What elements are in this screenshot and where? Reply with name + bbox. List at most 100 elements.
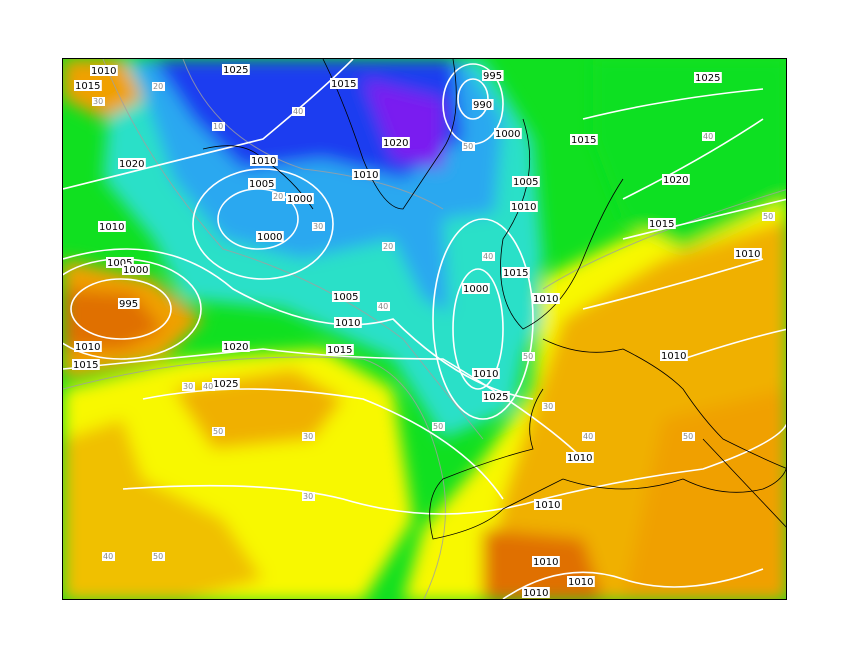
isobar-label-bg [352,169,380,180]
thickness-label: 40 [483,252,493,261]
isobar-label: 1000 [463,284,488,295]
isobar-label: 1000 [257,232,282,243]
thickness-label: 30 [543,402,553,411]
thickness-label: 30 [93,97,103,106]
coastlines [202,59,786,540]
isobar-label: 1010 [661,351,686,362]
isobar-label-bg [648,218,676,229]
isobar-label: 1015 [327,345,352,356]
isobar-label-bg [90,65,118,76]
isobar-label: 1025 [695,73,720,84]
thickness-label-bg [682,432,695,441]
isobar-label: 1015 [75,81,100,92]
thickness-label: 10 [213,122,223,131]
isobar-label: 1005 [513,177,538,188]
isobar-label-bg [286,193,314,204]
isobar-label-bg [330,78,358,89]
isobar-label-bg [510,201,538,212]
isobar-label-bg [250,155,278,166]
isobar-label-bg [472,99,494,110]
thickness-label: 50 [463,142,473,151]
isobar-label-bg [98,221,126,232]
isobar-label-bg [534,499,562,510]
thickness-label-bg [762,212,775,221]
thickness-label-bg [302,432,315,441]
isobar-label-bg [106,257,134,268]
isobar-label: 1000 [287,194,312,205]
isobar-label-bg [502,267,530,278]
isobar-label-bg [566,452,594,463]
isobar-label: 1010 [533,294,558,305]
thickness-label: 50 [763,212,773,221]
isobar-label: 1010 [473,369,498,380]
isobar-label: 1020 [383,138,408,149]
isobar-label-bg [74,341,102,352]
thickness-label-bg [152,82,165,91]
isobar-label-bg [532,556,560,567]
thickness-label-bg [212,122,225,131]
isobar-label: 1010 [99,222,124,233]
thickness-label-bg [542,402,555,411]
isobar-label-bg [494,128,522,139]
thickness-label-bg [182,382,195,391]
isobar-label: 1000 [123,265,148,276]
isobar-label: 1010 [535,500,560,511]
thickness-label-bg [312,222,325,231]
isobar-label: 1025 [213,379,238,390]
isobar-label: 1005 [107,258,132,269]
isobar-label-bg [222,341,250,352]
isobar-label: 1010 [335,318,360,329]
thickness-label: 20 [383,242,393,251]
isobar-label: 1025 [223,65,248,76]
isobar-label: 1010 [567,453,592,464]
thickness-label-bg [462,142,475,151]
thickness-label: 30 [303,432,313,441]
thickness-label: 20 [153,82,163,91]
thickness-label-bg [702,132,715,141]
thickness-label: 30 [313,222,323,231]
thickness-label: 40 [293,107,303,116]
isobar-label-bg [74,80,102,91]
thickness-label-bg [382,242,395,251]
thickness-label: 20 [273,192,283,201]
thickness-label-bg [302,492,315,501]
isobar-label: 1015 [571,135,596,146]
isobar-label: 1020 [663,175,688,186]
isobar-label-bg [567,576,595,587]
isobar-label-bg [462,283,490,294]
isobar-label-bg [694,72,722,83]
thickness-label-bg [432,422,445,431]
isobar-label: 1010 [568,577,593,588]
thickness-label: 30 [183,382,193,391]
thickness-label-bg [212,427,225,436]
isobar-label: 995 [483,71,502,82]
isobar-label-bg [662,174,690,185]
isobar-label: 1025 [483,392,508,403]
isobar-label-bg [256,231,284,242]
thickness-label-bg [522,352,535,361]
isobar-label: 1015 [331,79,356,90]
thickness-label-bg [202,382,215,391]
thickness-label: 30 [303,492,313,501]
isobar-label: 995 [119,299,138,310]
isobar-label: 1010 [91,66,116,77]
isobar-label: 1010 [511,202,536,213]
isobar-label: 1020 [223,342,248,353]
isobar-label: 1010 [75,342,100,353]
isobar-label-bg [472,368,500,379]
thickness-label: 40 [378,302,388,311]
isobar-label-bg [332,291,360,302]
thickness-label-bg [482,252,495,261]
thickness-label-bg [582,432,595,441]
thickness-label: 50 [153,552,163,561]
weather-map: 1010 1015 1025 1015 995 990 1020 1000 1010 1020 10… [62,58,787,600]
isobar-label-bg [482,391,510,402]
isobar-label: 1010 [533,557,558,568]
thickness-label-bg [292,107,305,116]
isobar-label-bg [532,293,560,304]
isobar-label: 1010 [353,170,378,181]
isobar-label: 1005 [249,179,274,190]
thickness-label-bg [377,302,390,311]
